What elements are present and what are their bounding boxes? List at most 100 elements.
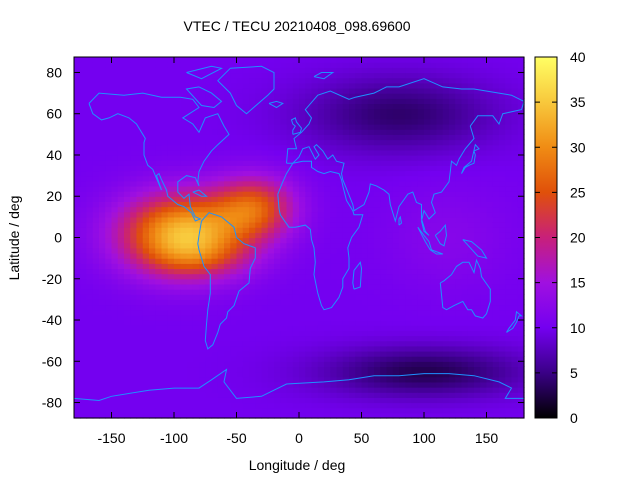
heatmap-cell: [474, 180, 481, 187]
heatmap-cell: [374, 149, 381, 156]
heatmap-cell: [80, 283, 88, 290]
heatmap-cell: [124, 340, 131, 347]
heatmap-cell: [149, 345, 156, 352]
heatmap-cell: [430, 381, 438, 388]
heatmap-cell: [305, 350, 313, 357]
heatmap-cell: [180, 350, 188, 357]
heatmap-cell: [117, 376, 125, 383]
heatmap-cell: [317, 309, 325, 316]
heatmap-cell: [399, 139, 406, 146]
heatmap-cell: [467, 247, 475, 254]
heatmap-cell: [405, 62, 413, 68]
heatmap-cell: [392, 387, 400, 393]
heatmap-cell: [330, 304, 338, 311]
heatmap-cell: [374, 392, 381, 398]
heatmap-cell: [411, 258, 419, 264]
heatmap-cell: [105, 144, 113, 151]
heatmap-cell: [486, 129, 494, 135]
heatmap-cell: [192, 304, 200, 311]
heatmap-cell: [474, 201, 481, 208]
heatmap-cell: [167, 345, 175, 352]
heatmap-cell: [280, 149, 288, 156]
heatmap-cell: [280, 57, 288, 63]
heatmap-cell: [211, 361, 219, 368]
heatmap-cell: [267, 325, 275, 331]
heatmap-cell: [130, 175, 138, 182]
heatmap-cell: [517, 289, 525, 295]
heatmap-cell: [430, 407, 438, 414]
heatmap-cell: [480, 154, 488, 161]
heatmap-cell: [105, 185, 113, 192]
heatmap-cell: [517, 366, 525, 373]
heatmap-cell: [130, 381, 138, 388]
heatmap-cell: [392, 227, 400, 233]
heatmap-cell: [161, 72, 169, 79]
heatmap-cell: [174, 407, 181, 414]
heatmap-cell: [186, 330, 194, 337]
heatmap-cell: [442, 330, 450, 337]
heatmap-cell: [242, 392, 250, 398]
heatmap-cell: [205, 149, 213, 156]
heatmap-cell: [180, 216, 188, 223]
heatmap-cell: [511, 118, 519, 125]
heatmap-cell: [299, 206, 306, 213]
heatmap-cell: [486, 113, 494, 120]
heatmap-cell: [480, 175, 488, 182]
heatmap-cell: [417, 345, 425, 352]
heatmap-cell: [161, 361, 169, 368]
heatmap-cell: [249, 314, 256, 321]
heatmap-cell: [367, 185, 375, 192]
heatmap-cell: [142, 222, 150, 228]
heatmap-cell: [355, 283, 363, 290]
heatmap-cell: [130, 185, 138, 192]
heatmap-cell: [517, 392, 525, 398]
heatmap-cell: [424, 268, 431, 275]
heatmap-cell: [161, 87, 169, 94]
heatmap-cell: [317, 258, 325, 264]
heatmap-cell: [474, 325, 481, 331]
heatmap-cell: [111, 201, 119, 208]
heatmap-cell: [211, 407, 219, 414]
heatmap-cell: [286, 57, 294, 63]
heatmap-cell: [474, 72, 481, 79]
heatmap-cell: [230, 196, 238, 202]
heatmap-cell: [480, 216, 488, 223]
heatmap-cell: [405, 227, 413, 233]
heatmap-cell: [480, 57, 488, 63]
heatmap-cell: [117, 216, 125, 223]
heatmap-cell: [230, 320, 238, 326]
heatmap-cell: [192, 237, 200, 244]
heatmap-cell: [149, 320, 156, 326]
heatmap-cell: [280, 407, 288, 414]
heatmap-cell: [449, 361, 456, 368]
heatmap-cell: [149, 325, 156, 331]
heatmap-cell: [436, 242, 444, 249]
heatmap-cell: [155, 356, 163, 362]
heatmap-cell: [349, 309, 356, 316]
heatmap-cell: [236, 211, 244, 218]
heatmap-cell: [505, 77, 513, 84]
heatmap-cell: [117, 160, 125, 166]
heatmap-cell: [461, 325, 469, 331]
heatmap-cell: [111, 191, 119, 197]
heatmap-cell: [130, 237, 138, 244]
heatmap-cell: [280, 289, 288, 295]
heatmap-cell: [180, 366, 188, 373]
heatmap-cell: [305, 283, 313, 290]
heatmap-cell: [130, 108, 138, 115]
heatmap-cell: [142, 227, 150, 233]
heatmap-cell: [130, 113, 138, 120]
heatmap-cell: [149, 165, 156, 172]
heatmap-cell: [474, 273, 481, 280]
heatmap-cell: [367, 340, 375, 347]
heatmap-cell: [449, 299, 456, 306]
heatmap-cell: [205, 139, 213, 146]
heatmap-cell: [367, 191, 375, 197]
heatmap-cell: [430, 309, 438, 316]
heatmap-cell: [486, 335, 494, 342]
heatmap-cell: [230, 278, 238, 285]
heatmap-cell: [199, 289, 206, 295]
heatmap-cell: [249, 309, 256, 316]
heatmap-cell: [80, 180, 88, 187]
heatmap-cell: [92, 381, 100, 388]
